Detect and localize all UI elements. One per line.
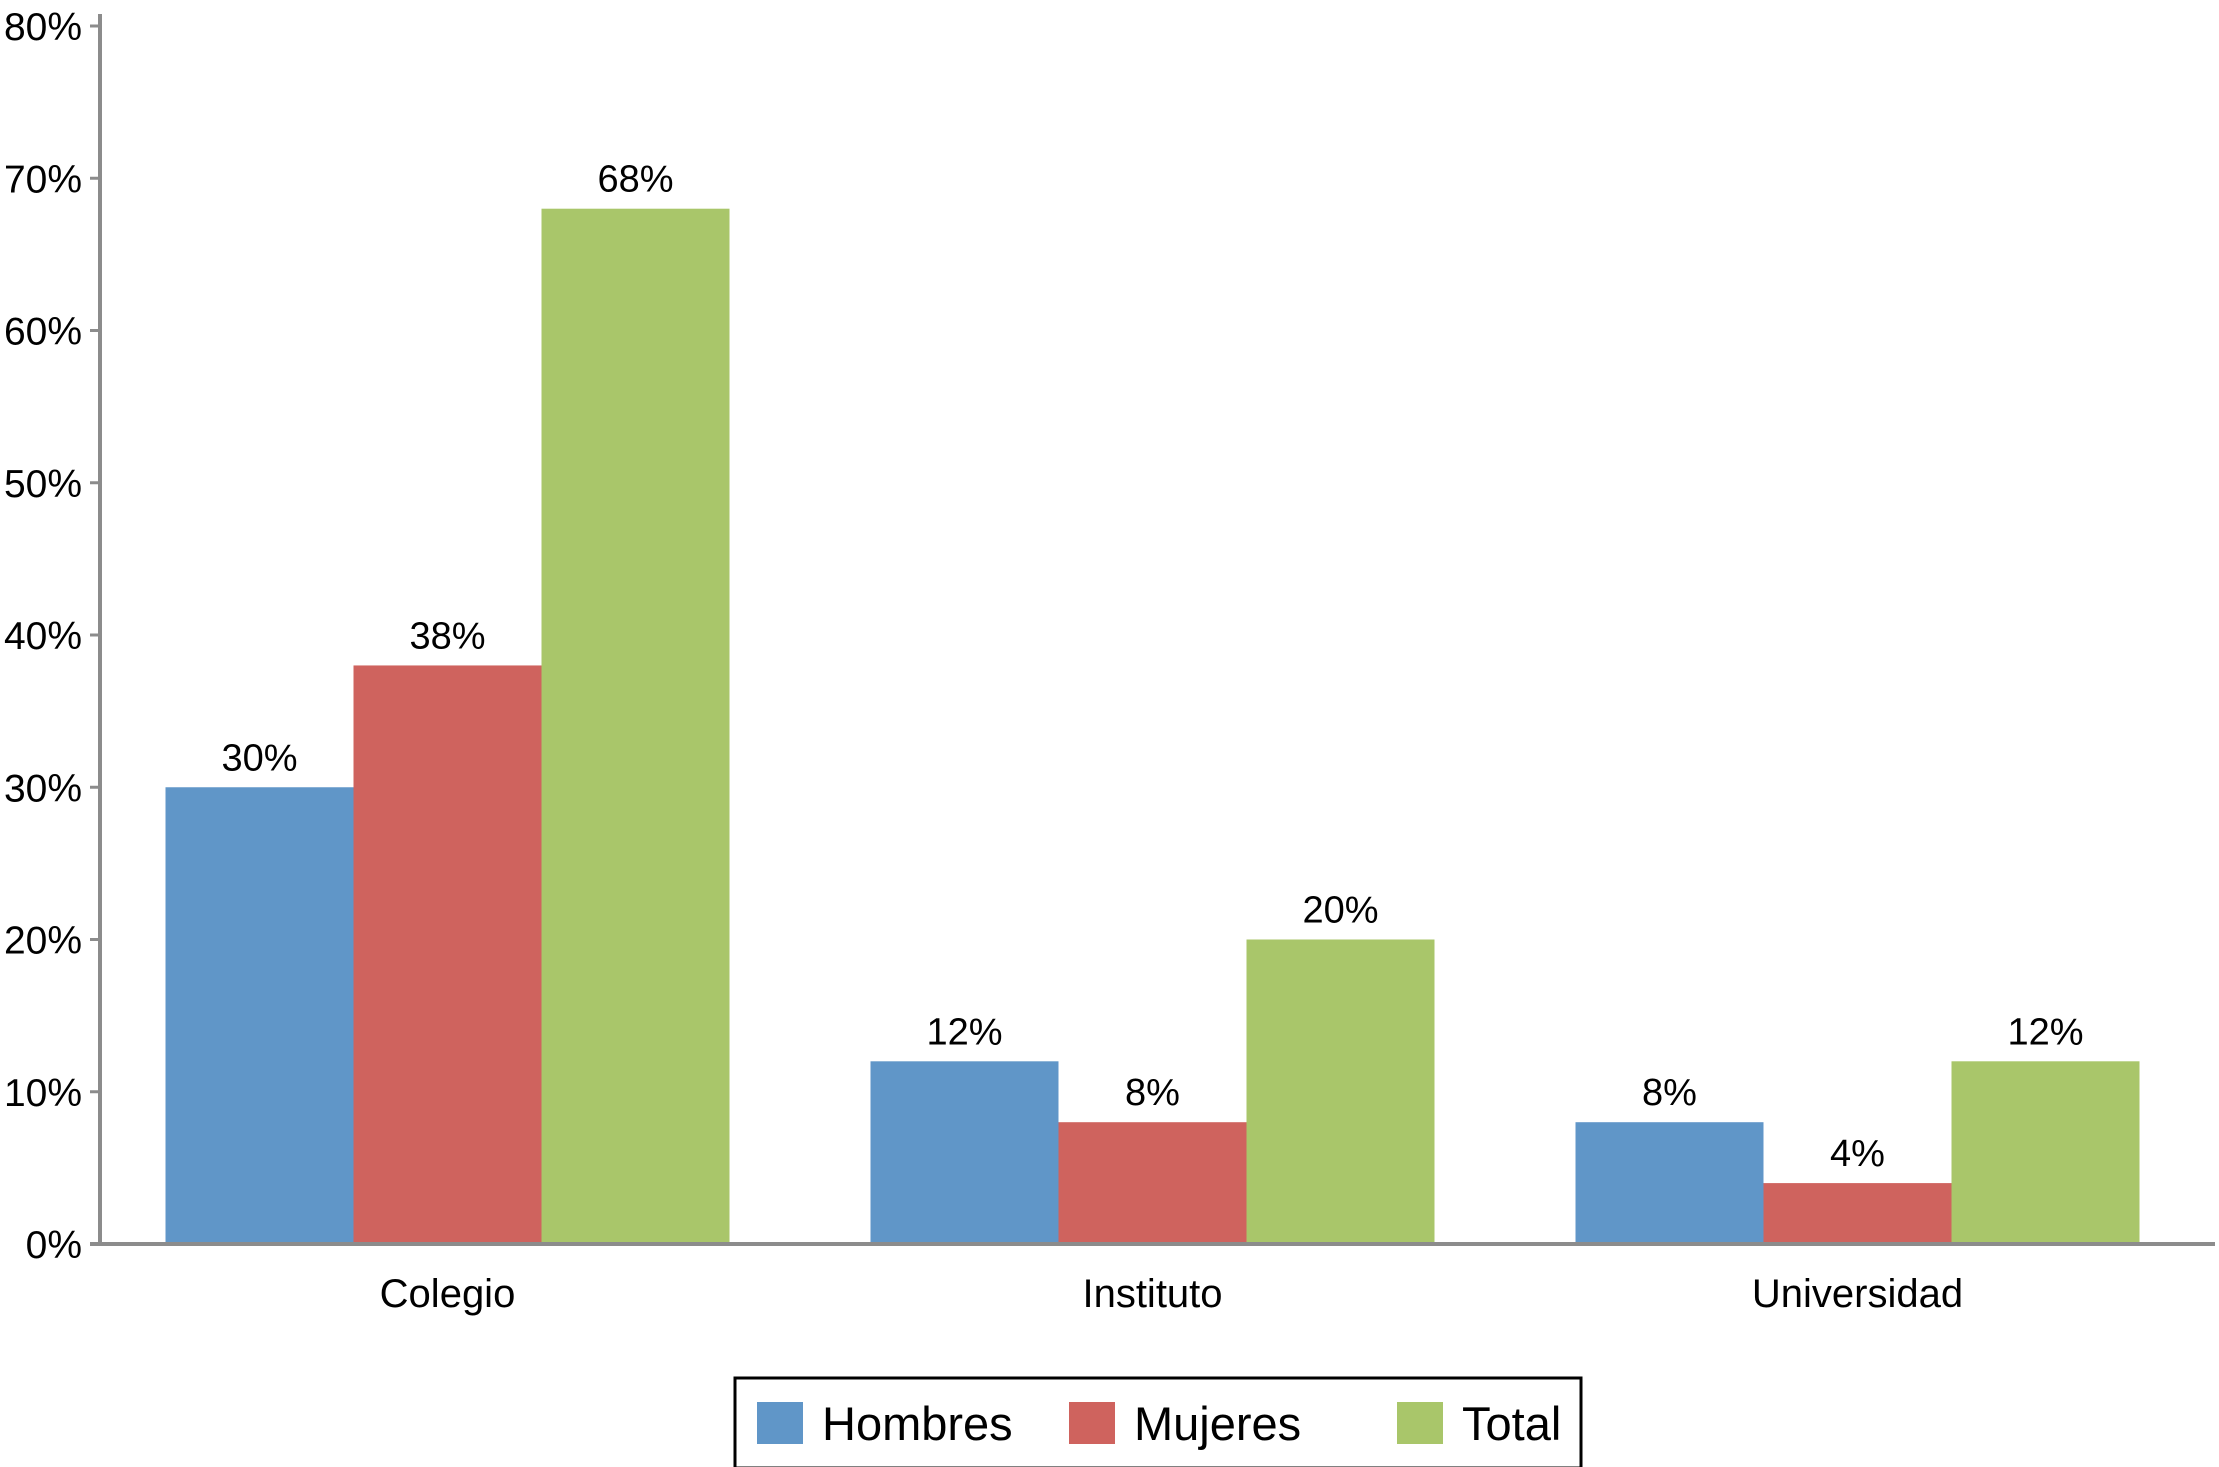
bar-mujeres-colegio xyxy=(353,665,542,1244)
bar-hombres-colegio xyxy=(165,787,354,1244)
bar-total-colegio xyxy=(541,208,730,1245)
y-axis-ticks: 0% 10% 20% 30% 40% 50% 60% 70% 80% xyxy=(4,6,100,1267)
data-label: 20% xyxy=(1302,890,1378,932)
data-label: 38% xyxy=(409,615,485,657)
bar-total-instituto xyxy=(1246,939,1435,1244)
legend-label-total: Total xyxy=(1462,1397,1561,1450)
legend-label-mujeres: Mujeres xyxy=(1134,1397,1301,1450)
legend-swatch-mujeres xyxy=(1069,1402,1115,1444)
bar-hombres-universidad xyxy=(1575,1122,1764,1244)
data-label: 68% xyxy=(597,159,673,201)
bar-mujeres-universidad xyxy=(1763,1183,1952,1244)
x-category-label: Universidad xyxy=(1752,1272,1963,1316)
legend-swatch-total xyxy=(1397,1402,1443,1444)
legend: Hombres Mujeres Total xyxy=(733,1376,1583,1467)
category-labels-group: Colegio Instituto Universidad xyxy=(380,1272,1963,1316)
x-category-label: Colegio xyxy=(380,1272,516,1316)
legend-label-hombres: Hombres xyxy=(822,1397,1013,1450)
data-label: 4% xyxy=(1830,1133,1885,1175)
bar-hombres-instituto xyxy=(870,1061,1059,1244)
data-label: 8% xyxy=(1642,1072,1697,1114)
data-label: 8% xyxy=(1125,1072,1180,1114)
data-label: 12% xyxy=(926,1011,1002,1053)
data-labels-group: 30% 38% 68% 12% 8% 20% 8% 4% 12% xyxy=(221,159,2083,1175)
bars-group xyxy=(165,208,2140,1245)
y-tick-label: 0% xyxy=(26,1224,82,1267)
bar-mujeres-instituto xyxy=(1058,1122,1247,1244)
bar-total-universidad xyxy=(1951,1061,2140,1244)
y-tick-label: 70% xyxy=(4,158,82,201)
legend-box xyxy=(733,1376,1583,1467)
y-tick-label: 20% xyxy=(4,920,82,963)
y-tick-label: 60% xyxy=(4,311,82,354)
x-category-label: Instituto xyxy=(1082,1272,1222,1316)
data-label: 12% xyxy=(2007,1011,2083,1053)
legend-swatch-hombres xyxy=(757,1402,803,1444)
y-tick-label: 50% xyxy=(4,463,82,506)
y-tick-label: 10% xyxy=(4,1072,82,1115)
y-tick-label: 80% xyxy=(4,6,82,49)
data-label: 30% xyxy=(221,737,297,779)
y-tick-label: 30% xyxy=(4,767,82,810)
y-tick-label: 40% xyxy=(4,615,82,658)
